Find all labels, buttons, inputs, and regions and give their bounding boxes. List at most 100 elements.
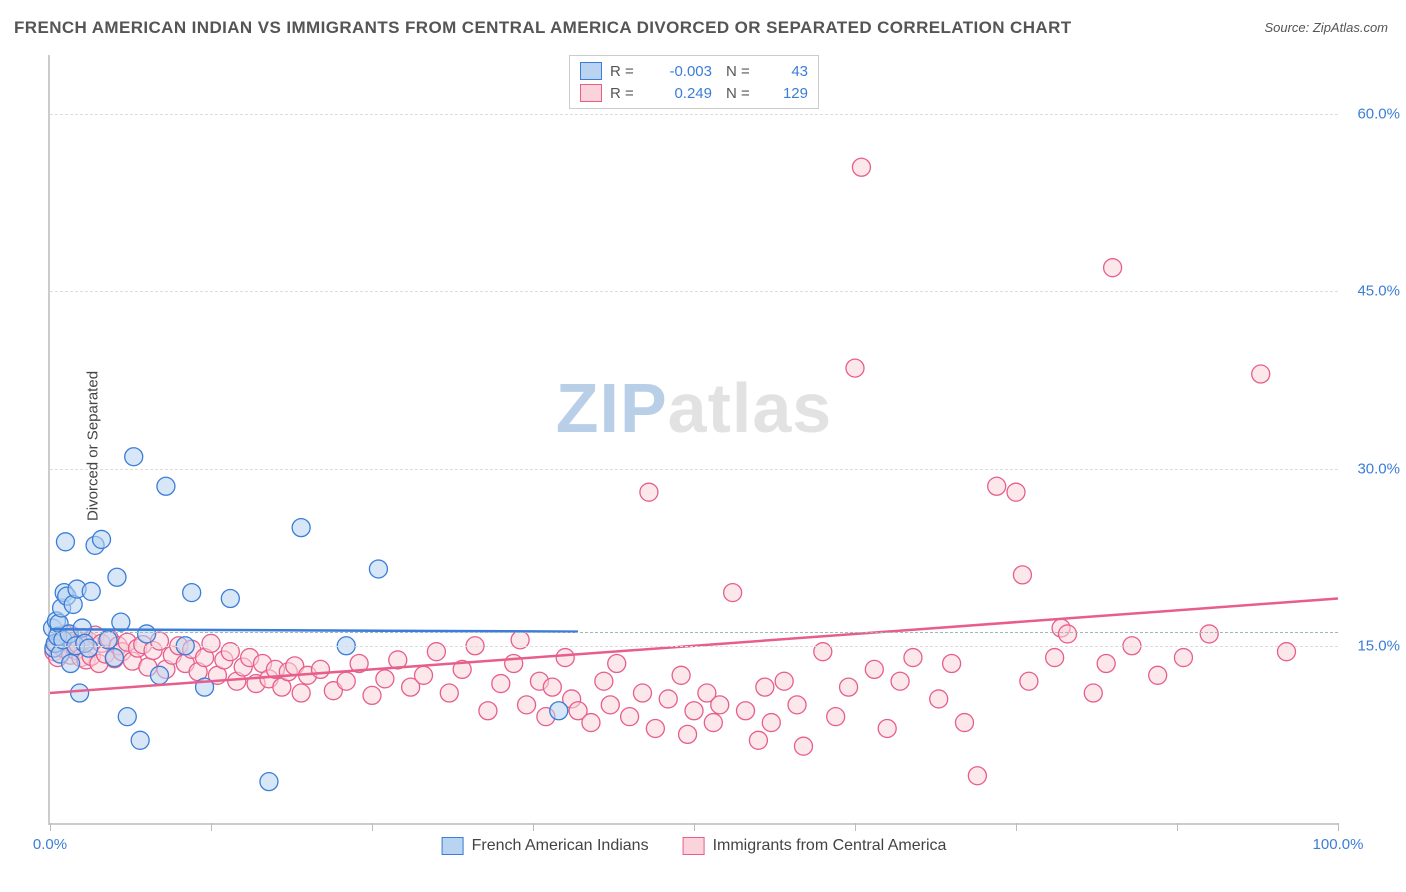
data-point (711, 696, 729, 714)
data-point (118, 708, 136, 726)
legend-series: French American Indians Immigrants from … (442, 837, 947, 855)
data-point (183, 584, 201, 602)
data-point (840, 678, 858, 696)
data-point (550, 702, 568, 720)
data-point (1007, 483, 1025, 501)
data-point (749, 731, 767, 749)
x-tick (372, 823, 373, 831)
x-tick (50, 823, 51, 831)
data-point (337, 672, 355, 690)
data-point (788, 696, 806, 714)
data-point (62, 654, 80, 672)
data-point (679, 725, 697, 743)
r-label: R = (610, 85, 644, 102)
gridline (50, 291, 1338, 292)
r-label: R = (610, 63, 644, 80)
r-value-blue: -0.003 (652, 63, 712, 80)
legend-label-pink: Immigrants from Central America (713, 837, 947, 855)
swatch-pink-icon (683, 837, 705, 855)
data-point (440, 684, 458, 702)
data-point (1020, 672, 1038, 690)
data-point (852, 158, 870, 176)
plot-area: ZIPatlas R = -0.003 N = 43 R = 0.249 N =… (48, 55, 1338, 825)
data-point (794, 737, 812, 755)
x-tick (855, 823, 856, 831)
x-tick (1016, 823, 1017, 831)
r-value-pink: 0.249 (652, 85, 712, 102)
data-point (221, 590, 239, 608)
x-tick-label: 0.0% (33, 836, 67, 853)
gridline (50, 114, 1338, 115)
data-point (479, 702, 497, 720)
data-point (363, 686, 381, 704)
data-point (955, 714, 973, 732)
data-point (80, 639, 98, 657)
x-tick (533, 823, 534, 831)
y-tick-label: 30.0% (1357, 460, 1400, 477)
data-point (369, 560, 387, 578)
data-point (202, 634, 220, 652)
x-tick (1338, 823, 1339, 831)
data-point (646, 719, 664, 737)
data-point (138, 625, 156, 643)
data-point (108, 568, 126, 586)
data-point (1149, 666, 1167, 684)
data-point (1174, 649, 1192, 667)
data-point (724, 584, 742, 602)
data-point (582, 714, 600, 732)
data-point (518, 696, 536, 714)
data-point (150, 666, 168, 684)
gridline (50, 646, 1338, 647)
data-point (125, 448, 143, 466)
legend-row-blue: R = -0.003 N = 43 (580, 60, 808, 82)
data-point (505, 654, 523, 672)
data-point (292, 519, 310, 537)
legend-label-blue: French American Indians (472, 837, 649, 855)
data-point (865, 660, 883, 678)
data-point (82, 582, 100, 600)
y-tick-label: 15.0% (1357, 637, 1400, 654)
data-point (556, 649, 574, 667)
x-tick (694, 823, 695, 831)
data-point (260, 773, 278, 791)
data-point (1046, 649, 1064, 667)
data-point (762, 714, 780, 732)
data-point (685, 702, 703, 720)
data-point (1013, 566, 1031, 584)
data-point (56, 533, 74, 551)
data-point (105, 649, 123, 667)
swatch-blue-icon (442, 837, 464, 855)
data-point (756, 678, 774, 696)
data-point (640, 483, 658, 501)
data-point (968, 767, 986, 785)
data-point (633, 684, 651, 702)
legend-row-pink: R = 0.249 N = 129 (580, 82, 808, 104)
data-point (1200, 625, 1218, 643)
legend-item-pink: Immigrants from Central America (683, 837, 947, 855)
data-point (608, 654, 626, 672)
data-point (775, 672, 793, 690)
y-tick-label: 60.0% (1357, 106, 1400, 123)
data-point (601, 696, 619, 714)
data-point (1104, 259, 1122, 277)
data-point (1097, 654, 1115, 672)
n-value-pink: 129 (768, 85, 808, 102)
data-point (157, 477, 175, 495)
data-point (930, 690, 948, 708)
chart-title: FRENCH AMERICAN INDIAN VS IMMIGRANTS FRO… (14, 18, 1072, 38)
data-point (71, 684, 89, 702)
data-point (704, 714, 722, 732)
data-point (1059, 625, 1077, 643)
x-tick (211, 823, 212, 831)
data-point (672, 666, 690, 684)
data-point (1084, 684, 1102, 702)
data-point (659, 690, 677, 708)
data-point (492, 675, 510, 693)
swatch-pink-icon (580, 84, 602, 102)
n-label: N = (726, 85, 760, 102)
n-value-blue: 43 (768, 63, 808, 80)
data-point (93, 530, 111, 548)
data-point (891, 672, 909, 690)
data-point (376, 670, 394, 688)
n-label: N = (726, 63, 760, 80)
